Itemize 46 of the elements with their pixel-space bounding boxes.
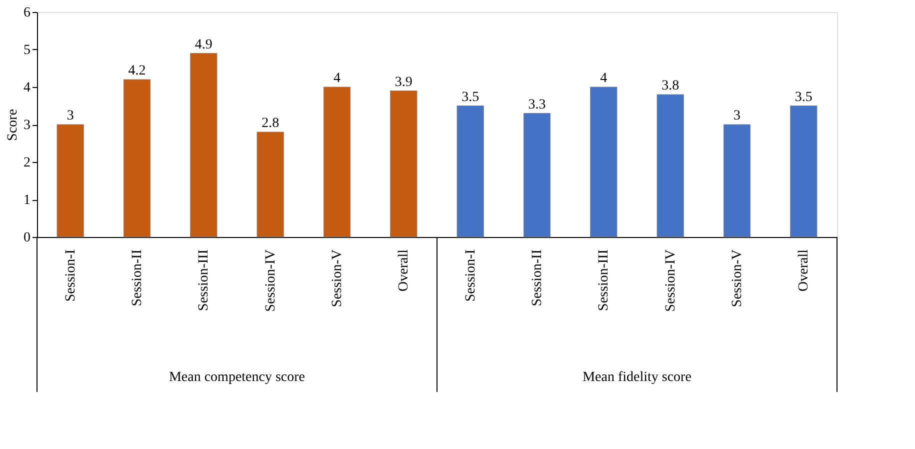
bar [123,79,151,238]
text: Mean competency score [168,370,306,385]
x-tick-label: Session-I [63,249,78,302]
bar [723,124,751,238]
x-tick-label: Session-III [196,249,212,311]
x-tick-label: Session-II [530,249,545,306]
bar [590,86,618,238]
x-tick-label: Session-IV [263,250,278,312]
y-tick-label: 3 [24,118,30,133]
y-tick-label: 1 [24,193,30,208]
y-tick-label: 6 [24,6,30,20]
bar [190,53,218,238]
data-label: 4 [600,71,608,86]
y-tick-label: 2 [24,156,30,170]
x-tick-label: Session-II [130,249,145,306]
data-label: 2.8 [262,116,280,131]
bar [323,86,351,238]
x-tick-label: Session-III [596,249,612,311]
data-label: 3 [734,108,740,124]
data-label: 4.2 [128,64,146,78]
bar [790,106,818,238]
x-tick-label: Overall [796,249,812,292]
data-label: 3.9 [394,74,412,90]
data-label: 3 [66,108,74,124]
bar [256,132,284,238]
x-tick-label: Session-V [730,250,745,308]
x-tick-label: Session-V [330,250,345,308]
data-label: 4.9 [194,37,212,52]
data-label: 3.5 [794,90,812,105]
bar [456,106,484,238]
data-label: 4 [334,71,340,86]
y-tick-label: 4 [24,80,30,96]
text: Mean fidelity score [582,370,692,385]
data-label: 3.5 [462,90,480,105]
y-tick-label: 0 [24,230,30,246]
bar [523,113,551,238]
y-tick-label: 5 [24,43,30,58]
x-tick-label: Overall [396,249,412,292]
x-tick-label: Session-I [463,249,478,302]
x-tick-label: Session-IV [663,250,678,312]
data-label: 3.3 [528,97,546,112]
bar [656,94,684,238]
bar [390,90,418,238]
y-axis-title: Score [6,109,20,141]
data-label: 3.8 [662,78,680,94]
bar [56,124,84,238]
